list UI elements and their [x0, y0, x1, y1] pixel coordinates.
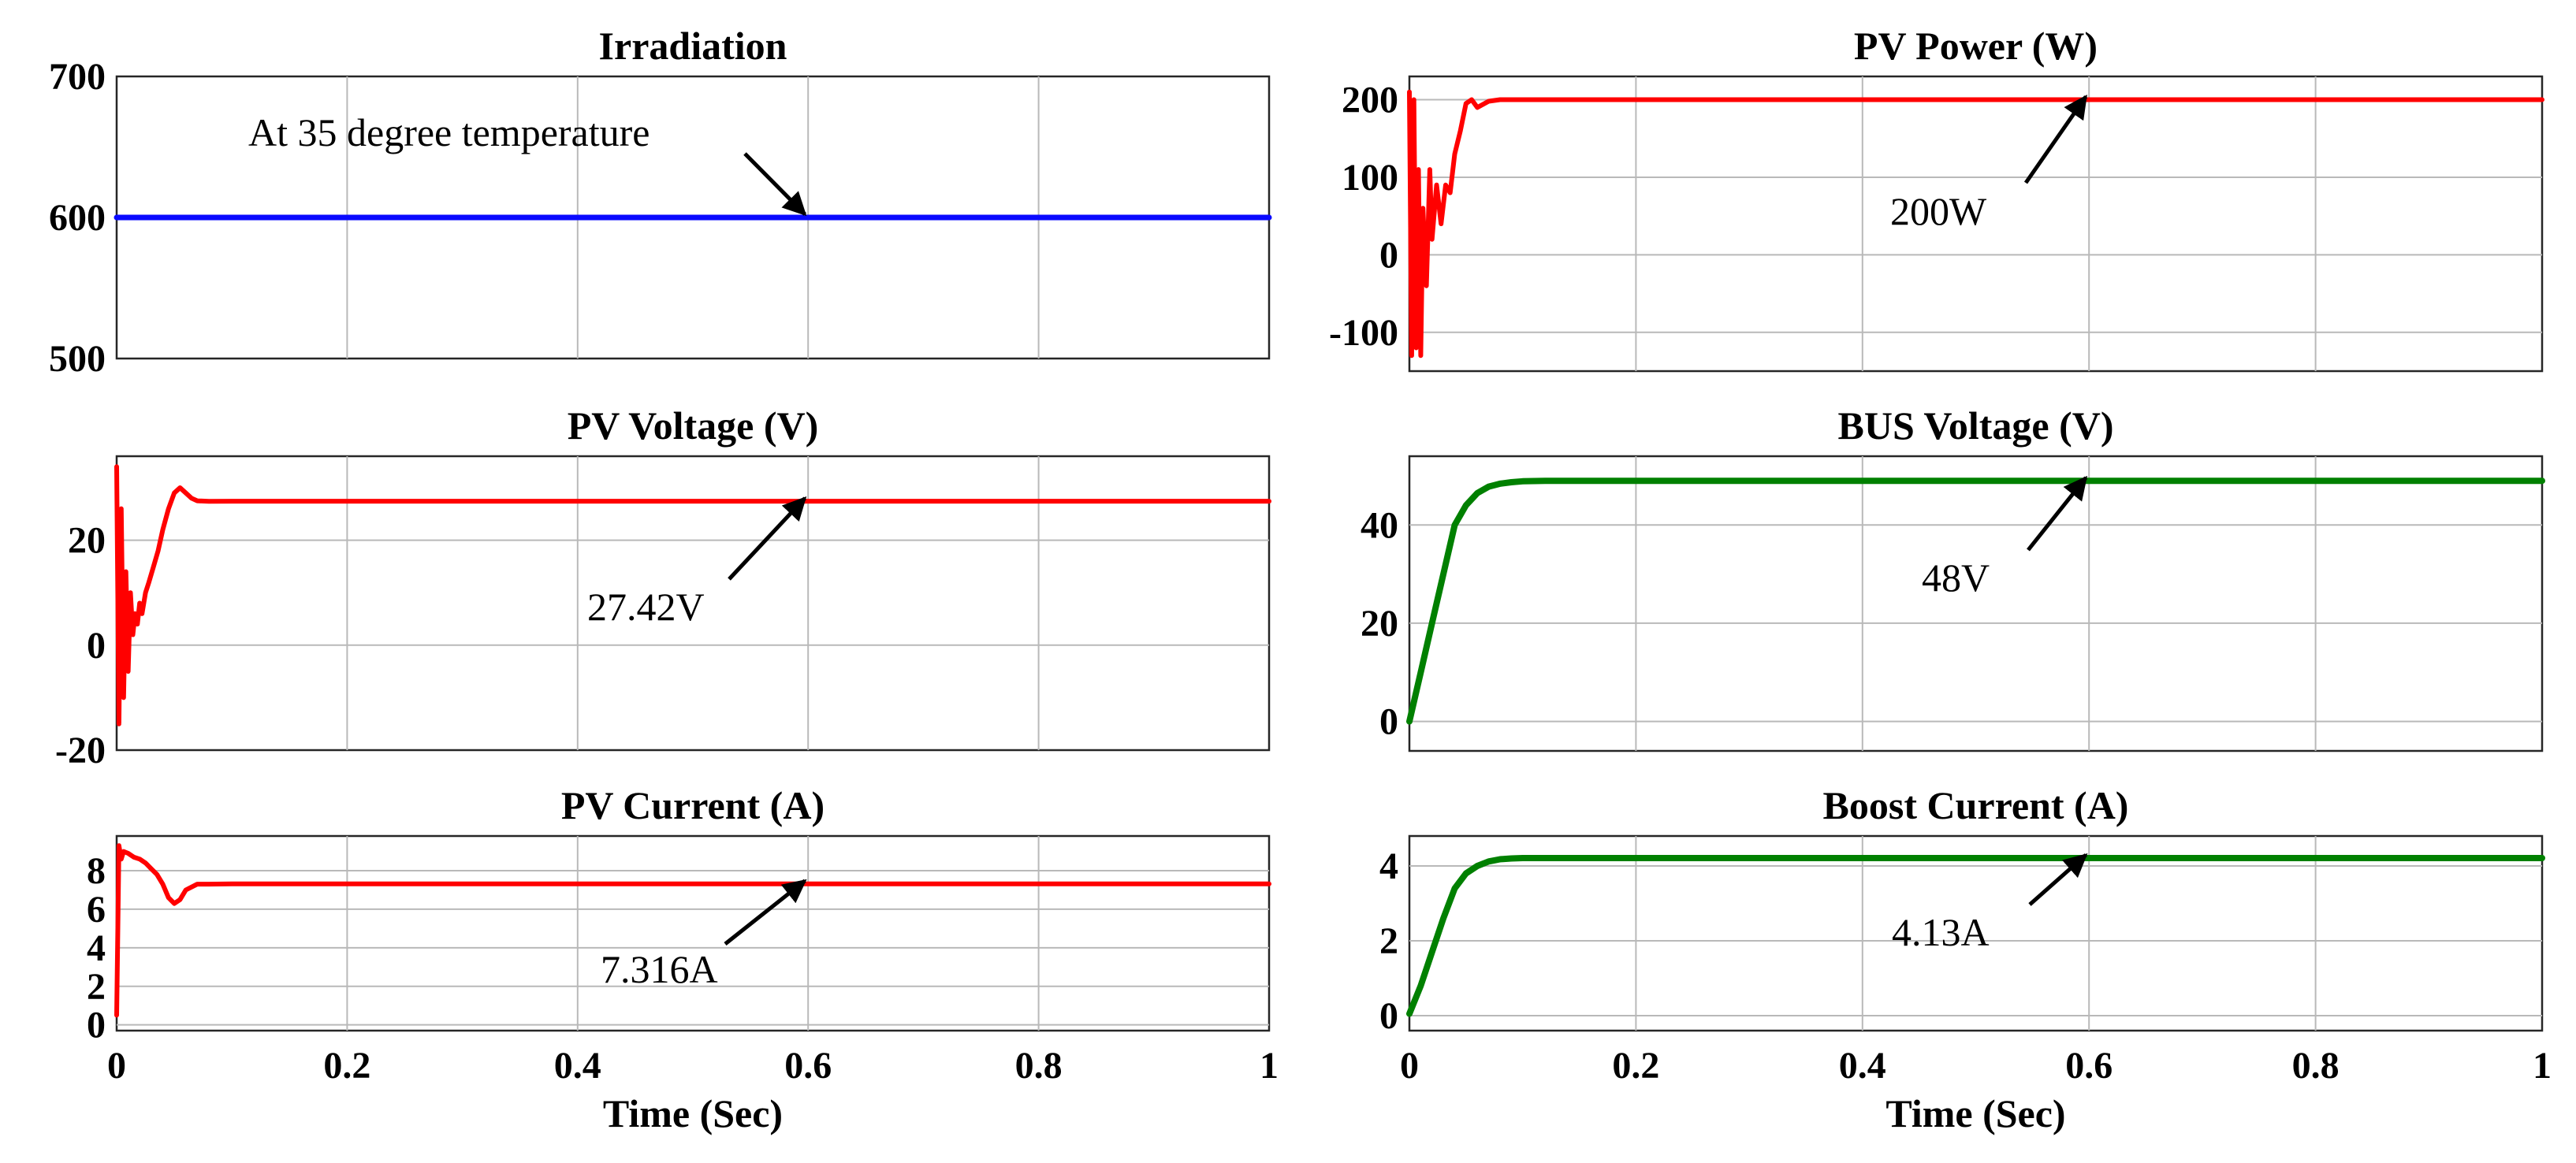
x-tick-label: 1	[2533, 1045, 2552, 1087]
annotation-arrow	[2023, 95, 2088, 184]
series-line	[1406, 855, 2545, 1017]
annotation-arrow	[724, 879, 807, 946]
annotation-label: 200W	[1890, 189, 1987, 233]
y-tick-label: 0	[1379, 701, 1398, 743]
chart-title: BUS Voltage (V)	[1837, 403, 2113, 448]
plot-area	[1408, 75, 2544, 373]
series-line	[1407, 89, 2544, 359]
y-tick-label: 4	[87, 927, 106, 969]
chart-panel-2: -100 0 100 200 PV Power (W) 200W	[1329, 24, 2544, 373]
y-tick-label: 2	[87, 966, 106, 1008]
series-line	[114, 464, 1271, 726]
y-tick-label: 500	[49, 338, 106, 380]
x-tick-label: 0.8	[2292, 1045, 2340, 1087]
annotation-arrow	[2028, 853, 2088, 906]
annotation-label: 4.13A	[1892, 910, 1990, 954]
annotation-label: 7.316A	[601, 947, 718, 991]
chart-title: PV Current (A)	[561, 783, 825, 827]
y-tick-label: 6	[87, 889, 106, 931]
y-tick-label: 0	[1379, 234, 1398, 276]
chart-panel-1: 500 600 700 Irradiation At 35 degree tempera…	[49, 24, 1272, 380]
x-tick-label: 0.2	[1612, 1045, 1659, 1087]
y-tick-label: 4	[1379, 845, 1398, 887]
annotation-label: 27.42V	[587, 585, 705, 629]
y-tick-label: 0	[87, 1005, 106, 1046]
x-tick-label: 1	[1260, 1045, 1279, 1087]
y-tick-label: 0	[87, 625, 106, 667]
chart-panel-6: 0 2 4 0 0.2 0.4 0.6 0.8 1 Time (Sec) Boost Current…	[1379, 783, 2552, 1135]
y-tick-label: 200	[1342, 80, 1398, 121]
x-tick-label: 0.4	[554, 1045, 601, 1087]
series-line	[114, 843, 1271, 1018]
chart-title: PV Power (W)	[1854, 24, 2098, 68]
x-tick-label: 0.6	[784, 1045, 832, 1087]
plot-area	[1408, 455, 2544, 752]
annotation-label: At 35 degree temperature	[248, 110, 650, 154]
y-tick-label: 0	[1379, 995, 1398, 1037]
y-tick-label: 700	[49, 56, 106, 98]
y-tick-label: 600	[49, 197, 106, 239]
x-axis-label: Time (Sec)	[603, 1091, 783, 1135]
x-tick-label: 0.6	[2065, 1045, 2113, 1087]
y-tick-label: 40	[1361, 504, 1398, 546]
annotation-arrow	[2027, 475, 2088, 552]
y-tick-label: 2	[1379, 920, 1398, 962]
x-tick-label: 0.8	[1015, 1045, 1063, 1087]
plot-area	[115, 834, 1271, 1032]
y-tick-label: 8	[87, 850, 106, 892]
chart-title: PV Voltage (V)	[568, 403, 819, 448]
x-axis-label: Time (Sec)	[1885, 1091, 2065, 1135]
annotation-arrow	[728, 496, 807, 581]
y-tick-label: 20	[68, 520, 106, 562]
series-line	[1406, 477, 2545, 725]
x-tick-label: 0	[107, 1045, 126, 1087]
chart-panel-4: 0 20 40 BUS Voltage (V) 48V	[1361, 403, 2545, 752]
x-tick-label: 0	[1400, 1045, 1419, 1087]
y-tick-label: 20	[1361, 603, 1398, 645]
chart-title: Irradiation	[599, 24, 787, 68]
y-tick-label: -100	[1329, 312, 1398, 354]
chart-panel-3: -20 0 20 PV Voltage (V) 27.42V	[55, 403, 1271, 771]
plot-area	[1408, 834, 2544, 1032]
y-tick-label: 100	[1342, 157, 1398, 199]
annotation-label: 48V	[1922, 555, 1990, 600]
y-tick-label: -20	[55, 730, 106, 771]
x-tick-label: 0.2	[323, 1045, 370, 1087]
annotation-arrow	[743, 152, 807, 217]
chart-title: Boost Current (A)	[1823, 783, 2129, 827]
x-tick-label: 0.4	[1839, 1045, 1886, 1087]
